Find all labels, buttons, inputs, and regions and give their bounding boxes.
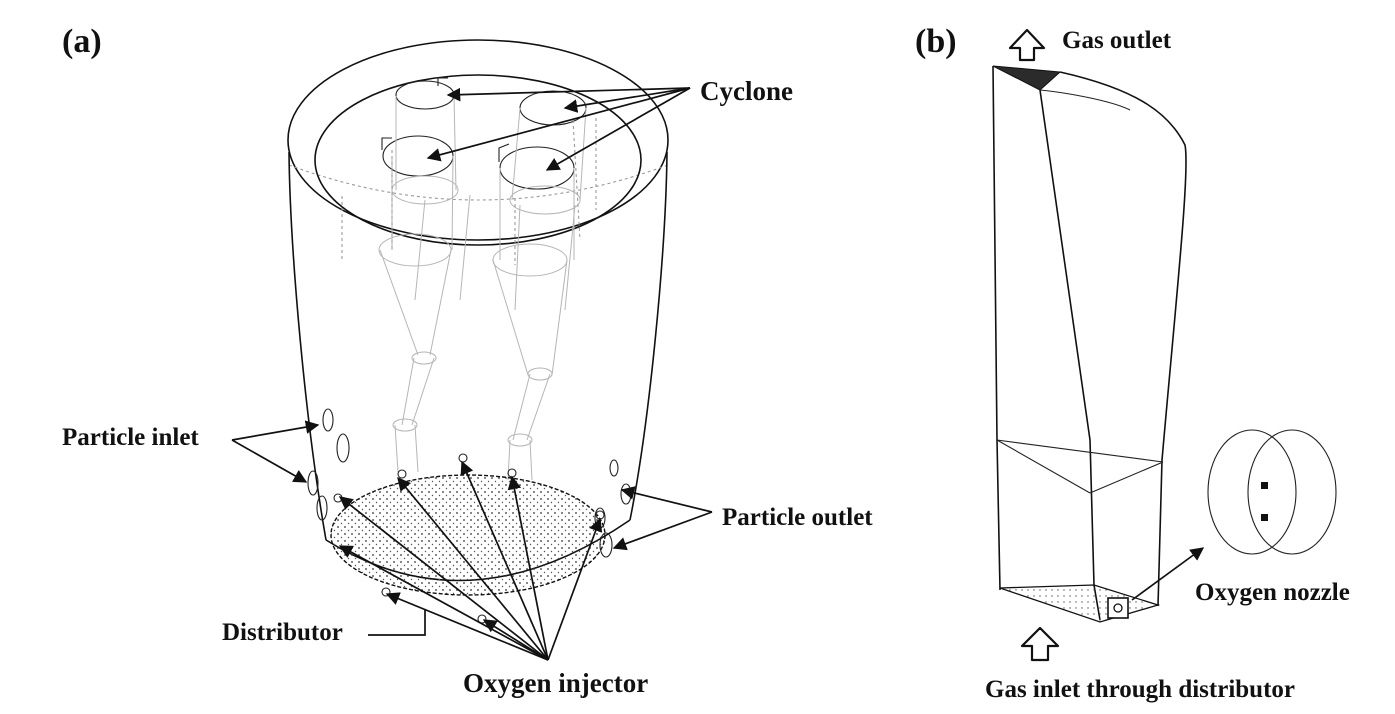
up-arrow-outline-icon — [1008, 28, 1046, 62]
cyclone-label: Cyclone — [700, 76, 793, 106]
panel-b-label: (b) — [915, 23, 957, 60]
panel-a: (a) — [62, 23, 873, 698]
cyclone-1 — [395, 80, 455, 110]
cyclone-4 — [499, 146, 575, 190]
particle-inlet-ports — [307, 408, 350, 521]
cyclone-2 — [519, 90, 587, 126]
oxygen-injector-label: Oxygen injector — [463, 668, 648, 698]
particle-outlet-label: Particle outlet — [722, 504, 873, 531]
up-arrow-outline-icon — [1020, 626, 1060, 662]
panel-b: (b) Gas outlet — [915, 23, 1350, 703]
oxygen-nozzle-box — [1107, 597, 1129, 619]
cyclone-3 — [382, 135, 454, 177]
gas-inlet-label: Gas inlet through distributor — [985, 676, 1295, 703]
distributor-plate — [330, 474, 606, 596]
particle-outlet-ports — [594, 459, 632, 558]
oxygen-nozzle-detail — [1207, 429, 1337, 555]
oxygen-nozzle-label: Oxygen nozzle — [1195, 579, 1350, 606]
panel-a-label: (a) — [62, 23, 102, 60]
simulation-sector — [992, 65, 1187, 623]
cyclone-group — [341, 77, 597, 481]
particle-inlet-label: Particle inlet — [62, 424, 199, 451]
gas-outlet-label: Gas outlet — [1062, 27, 1172, 54]
distributor-label: Distributor — [222, 619, 343, 646]
